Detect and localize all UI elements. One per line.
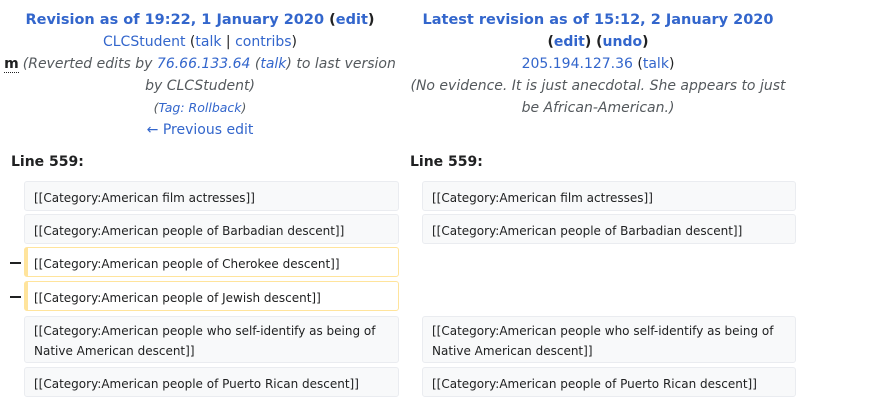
new-edit-summary-cont: be African-American.) — [521, 100, 675, 116]
old-user-contribs-link[interactable]: contribs — [235, 34, 292, 50]
old-user-talk-link[interactable]: talk — [195, 34, 222, 50]
context-line-old: [[Category:American film actresses]] — [24, 181, 399, 211]
old-user-link[interactable]: CLCStudent — [102, 34, 186, 50]
old-revision-header: Revision as of 19:22, 1 January 2020 (ed… — [0, 9, 400, 141]
old-edit-summary: m (Reverted edits by 76.66.133.64 (talk) … — [4, 56, 396, 73]
new-ip-talk-link[interactable]: talk — [642, 56, 669, 72]
context-line-new: [[Category:American people of Barbadian … — [422, 214, 796, 244]
paren-close: ) — [367, 12, 375, 28]
new-revision-user-line: 205.194.127.36 (talk) — [521, 56, 675, 72]
new-revision-link[interactable]: Latest revision as of 15:12, 2 January 2… — [422, 12, 774, 28]
old-line-number: Line 559: — [11, 154, 84, 170]
deleted-line-marker — [10, 262, 21, 264]
new-edit-summary: (No evidence. It is just anecdotal. She … — [410, 78, 786, 94]
old-edit-summary-cont: by CLCStudent) — [145, 78, 255, 94]
reverted-ip-talk-link[interactable]: talk — [260, 56, 287, 72]
deleted-line: [[Category:American people of Cherokee d… — [24, 247, 399, 277]
deleted-line: [[Category:American people of Jewish des… — [24, 281, 399, 311]
minor-edit-marker: m — [4, 56, 19, 73]
undo-link[interactable]: undo — [602, 34, 643, 50]
new-revision-header: Latest revision as of 15:12, 2 January 2… — [398, 9, 798, 119]
context-line-new: [[Category:American people who self-iden… — [422, 316, 796, 363]
context-line-new: [[Category:American film actresses]] — [422, 181, 796, 211]
revision-tags: (Tag: Rollback) — [153, 100, 247, 115]
new-line-number: Line 559: — [410, 154, 483, 170]
context-line-old: [[Category:American people of Barbadian … — [24, 214, 399, 244]
paren-open: ( — [329, 12, 336, 28]
rollback-tag-link[interactable]: Tag: Rollback — [158, 100, 242, 115]
previous-edit-nav: ← Previous edit — [0, 119, 400, 141]
old-edit-link[interactable]: edit — [335, 12, 368, 28]
context-line-old: [[Category:American people of Puerto Ric… — [24, 367, 399, 397]
new-ip-link[interactable]: 205.194.127.36 — [521, 56, 633, 72]
new-revision-title: Latest revision as of 15:12, 2 January 2… — [398, 9, 798, 31]
context-line-old: [[Category:American people who self-iden… — [24, 316, 399, 363]
reverted-ip-link[interactable]: 76.66.133.64 — [156, 56, 251, 72]
old-revision-user-line: CLCStudent (talk | contribs) — [102, 34, 297, 50]
separator: | — [225, 34, 231, 50]
previous-edit-link[interactable]: ← Previous edit — [146, 122, 254, 138]
old-revision-link[interactable]: Revision as of 19:22, 1 January 2020 — [25, 12, 325, 28]
new-revision-actions: (edit) (undo) — [547, 34, 649, 50]
context-line-new: [[Category:American people of Puerto Ric… — [422, 367, 796, 397]
deleted-line-marker — [10, 296, 21, 298]
old-revision-title: Revision as of 19:22, 1 January 2020 (ed… — [0, 9, 400, 31]
new-edit-link[interactable]: edit — [553, 34, 585, 50]
